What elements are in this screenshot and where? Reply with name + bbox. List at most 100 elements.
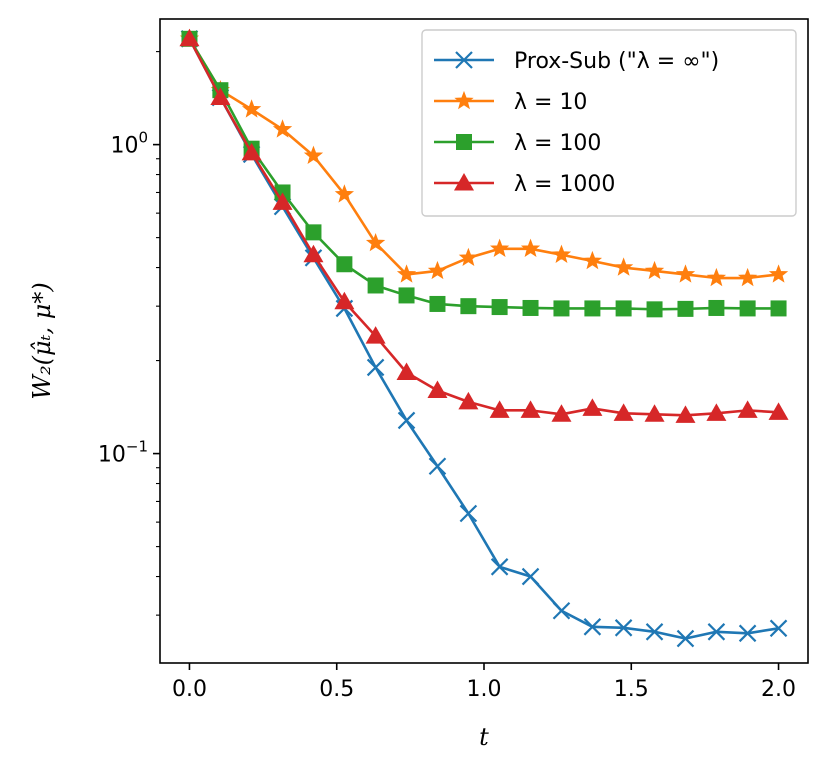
data-point	[706, 267, 727, 287]
x-tick-label: 1.5	[614, 677, 649, 702]
data-point	[676, 629, 695, 648]
data-point	[582, 250, 603, 270]
data-point	[582, 398, 603, 416]
legend-marker	[454, 90, 474, 110]
data-point	[241, 99, 262, 118]
y-tick-label-exponent: −1	[126, 438, 148, 456]
data-point	[334, 291, 355, 310]
x-tick-label: 0.0	[172, 677, 207, 702]
data-point	[520, 400, 541, 418]
data-point	[737, 267, 758, 287]
data-point	[677, 300, 694, 317]
data-point	[336, 256, 353, 273]
data-point	[613, 257, 634, 276]
x-tick-label: 0.5	[319, 677, 354, 702]
data-point	[644, 260, 665, 280]
data-point	[428, 457, 447, 476]
data-point	[706, 403, 727, 421]
data-point	[768, 402, 789, 420]
data-point	[769, 619, 788, 638]
legend-item: λ = 100	[434, 131, 601, 156]
data-point	[613, 403, 634, 421]
data-point	[489, 238, 510, 258]
data-point	[460, 298, 477, 315]
data-point	[427, 380, 448, 399]
data-point	[396, 362, 417, 380]
legend-marker	[454, 173, 474, 191]
data-point	[490, 558, 509, 576]
data-point	[551, 404, 572, 422]
data-point	[707, 623, 726, 641]
legend-item: λ = 1000	[434, 172, 615, 197]
data-point	[583, 618, 602, 636]
data-point	[429, 295, 446, 312]
y-tick-label-exponent: 0	[138, 129, 148, 147]
y-tick-label: 10−1	[98, 438, 148, 468]
data-point	[552, 601, 571, 620]
data-point	[491, 299, 508, 316]
x-tick-label: 2.0	[761, 677, 796, 702]
legend-box	[421, 29, 797, 217]
data-point	[615, 300, 632, 317]
data-point	[334, 184, 355, 203]
data-point	[241, 142, 262, 161]
data-point	[584, 300, 601, 317]
legend-label: λ = 1000	[514, 172, 615, 197]
data-point	[365, 326, 386, 344]
legend-item: Prox-Sub ("λ = ∞")	[434, 49, 719, 74]
data-point	[739, 300, 756, 317]
data-point	[521, 567, 540, 586]
data-point	[737, 400, 758, 418]
y-tick-label-base: 10	[110, 134, 138, 159]
series-line	[188, 38, 779, 640]
x-axis-label: t	[479, 723, 489, 751]
data-point	[675, 405, 696, 423]
data-point	[738, 624, 757, 643]
data-point	[553, 300, 570, 317]
legend-label: Prox-Sub ("λ = ∞")	[514, 49, 719, 74]
legend-item: λ = 10	[434, 90, 587, 115]
x-tick-label: 1.0	[467, 677, 502, 702]
y-tick-label-base: 10	[98, 443, 126, 468]
data-point	[768, 264, 789, 283]
data-point	[210, 87, 231, 106]
data-point	[520, 238, 541, 258]
data-point	[645, 623, 664, 641]
y-axis-label: W₂(μ̂ₜ, μ*)	[28, 282, 56, 399]
data-point	[179, 28, 200, 47]
y-tick-label: 100	[110, 129, 148, 159]
data-point	[675, 264, 696, 283]
data-point	[398, 287, 415, 304]
data-point	[366, 358, 385, 377]
data-point	[365, 232, 386, 252]
data-point	[489, 400, 510, 418]
legend-label: λ = 10	[514, 90, 587, 115]
data-point	[770, 300, 787, 317]
data-point	[646, 301, 663, 318]
data-point	[272, 119, 293, 138]
legend-marker	[456, 134, 472, 150]
data-point	[458, 247, 479, 267]
legend-marker	[455, 51, 473, 69]
series-layer	[179, 28, 789, 648]
data-point	[367, 277, 384, 294]
series-4	[179, 28, 789, 423]
data-point	[614, 619, 633, 637]
data-point	[303, 145, 324, 164]
legend: Prox-Sub ("λ = ∞") λ = 10 λ = 100 λ = 1000	[421, 29, 797, 217]
data-point	[708, 299, 725, 316]
data-point	[397, 411, 416, 430]
data-point	[305, 224, 322, 241]
data-point	[644, 404, 665, 422]
legend-label: λ = 100	[514, 131, 601, 156]
data-point	[522, 299, 539, 316]
data-point	[303, 244, 324, 263]
data-point	[427, 260, 448, 280]
x-axis: 0.0 0.5 1.0 1.5 2.0	[172, 663, 796, 702]
data-point	[551, 244, 572, 263]
data-point	[458, 391, 479, 410]
data-point	[272, 192, 293, 210]
data-point	[396, 264, 417, 283]
